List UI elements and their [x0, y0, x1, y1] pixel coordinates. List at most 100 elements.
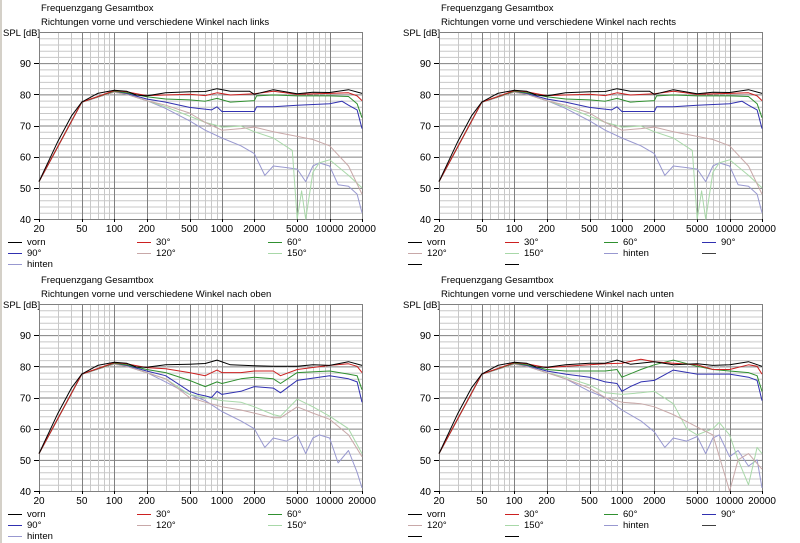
legend-swatch	[8, 242, 22, 243]
legend-swatch	[268, 242, 282, 243]
legend-item: hinten	[604, 520, 649, 531]
x-tick-label: 20000	[348, 496, 376, 507]
series-line-vorn	[438, 359, 763, 454]
legend-label: 60°	[623, 509, 638, 520]
legend-swatch	[137, 514, 151, 515]
x-tick-label: 20000	[748, 224, 776, 235]
chart-panel-unten: Frequenzgang Gesamtbox Richtungen vorne …	[400, 272, 800, 543]
chart-panel-links: Frequenzgang Gesamtbox Richtungen vorne …	[0, 0, 400, 271]
legend-label: 30°	[156, 237, 171, 248]
y-axis-label: SPL [dB]	[3, 300, 41, 311]
legend-item: hinten	[604, 248, 649, 259]
chart-title: Frequenzgang Gesamtbox	[41, 275, 154, 286]
x-tick-label: 10000	[716, 224, 744, 235]
x-tick-label: 50	[476, 496, 488, 507]
legend-label: 150°	[524, 248, 544, 259]
series-line-120deg	[38, 91, 363, 195]
chart-panel-rechts: Frequenzgang Gesamtbox Richtungen vorne …	[400, 0, 800, 271]
legend-swatch	[604, 525, 618, 526]
legend-item: 60°	[268, 509, 301, 520]
legend-item: 150°	[268, 248, 307, 259]
x-tick-label: 10000	[316, 496, 344, 507]
x-tick-label: 5000	[286, 496, 309, 507]
y-tick-label: 70	[420, 394, 432, 405]
legend-item: 150°	[505, 248, 544, 259]
legend-swatch	[8, 264, 22, 265]
x-tick-label: 500	[181, 496, 198, 507]
plot-frame	[39, 32, 363, 220]
legend-label: vorn	[27, 509, 46, 520]
legend-item: 90°	[702, 509, 735, 520]
legend-swatch	[505, 253, 519, 254]
legend-swatch	[137, 525, 151, 526]
series-line-120deg	[38, 363, 363, 457]
legend-swatch	[408, 514, 422, 515]
legend-label: 120°	[427, 520, 447, 531]
y-tick-label: 70	[20, 394, 32, 405]
y-tick-label: 40	[420, 487, 432, 498]
legend-swatch	[8, 536, 22, 537]
legend-label: 60°	[623, 237, 638, 248]
legend-swatch	[505, 536, 519, 537]
series-line-90deg	[38, 362, 363, 454]
legend-item	[702, 248, 721, 259]
legend-label: vorn	[427, 237, 446, 248]
y-tick-label: 60	[420, 425, 432, 436]
series-line-120deg	[438, 91, 763, 195]
legend-swatch	[268, 253, 282, 254]
y-tick-label: 50	[20, 184, 32, 195]
legend-item: 30°	[505, 237, 538, 248]
legend-swatch	[604, 253, 618, 254]
legend-swatch	[408, 525, 422, 526]
legend-item: 60°	[604, 509, 637, 520]
x-tick-label: 20000	[748, 496, 776, 507]
legend-swatch	[408, 264, 422, 265]
chart-title: Frequenzgang Gesamtbox	[441, 3, 554, 14]
legend-swatch	[137, 253, 151, 254]
legend-swatch	[702, 525, 716, 526]
legend-item: 60°	[604, 237, 637, 248]
legend-item: 30°	[137, 509, 170, 520]
x-tick-label: 5000	[286, 224, 309, 235]
x-tick-label: 200	[538, 224, 555, 235]
legend-label: 120°	[156, 248, 176, 259]
chart-title: Frequenzgang Gesamtbox	[41, 3, 154, 14]
legend-label: 120°	[156, 520, 176, 531]
plot-area: 40 50 60 70 80 90 20 50 100 200 500 1000 2000 5000 100…	[20, 304, 376, 507]
chart-subtitle: Richtungen vorne und verschiedene Winkel…	[41, 289, 272, 300]
legend-label: 30°	[524, 509, 539, 520]
legend-item	[408, 531, 427, 542]
legend-swatch	[702, 514, 716, 515]
y-tick-label: 90	[420, 331, 432, 342]
series-line-120deg	[438, 363, 763, 492]
legend-item	[505, 531, 524, 542]
x-tick-label: 200	[138, 224, 155, 235]
x-tick-label: 1000	[611, 496, 634, 507]
x-tick-label: 500	[581, 224, 598, 235]
y-axis-label: SPL [dB]	[403, 28, 441, 39]
legend-label: 90°	[27, 248, 42, 259]
legend-item	[702, 520, 721, 531]
legend-item: 30°	[137, 237, 170, 248]
x-tick-label: 50	[476, 224, 488, 235]
legend-label: hinten	[623, 520, 649, 531]
y-tick-label: 80	[20, 90, 32, 101]
y-tick-label: 50	[20, 456, 32, 467]
legend-item	[505, 259, 524, 270]
legend-swatch	[505, 242, 519, 243]
x-tick-label: 20	[433, 496, 445, 507]
x-tick-label: 50	[76, 496, 88, 507]
legend-item: 120°	[408, 520, 447, 531]
x-tick-label: 20	[33, 496, 45, 507]
y-axis-label: SPL [dB]	[403, 300, 441, 311]
y-tick-label: 80	[420, 362, 432, 373]
legend-swatch	[408, 242, 422, 243]
window-left-border	[0, 0, 2, 543]
legend-swatch	[702, 242, 716, 243]
plot-frame	[439, 32, 763, 220]
legend-item: 90°	[8, 248, 41, 259]
series-line-90deg	[438, 90, 763, 182]
x-tick-label: 100	[506, 496, 523, 507]
legend-item	[408, 259, 427, 270]
legend-swatch	[408, 536, 422, 537]
